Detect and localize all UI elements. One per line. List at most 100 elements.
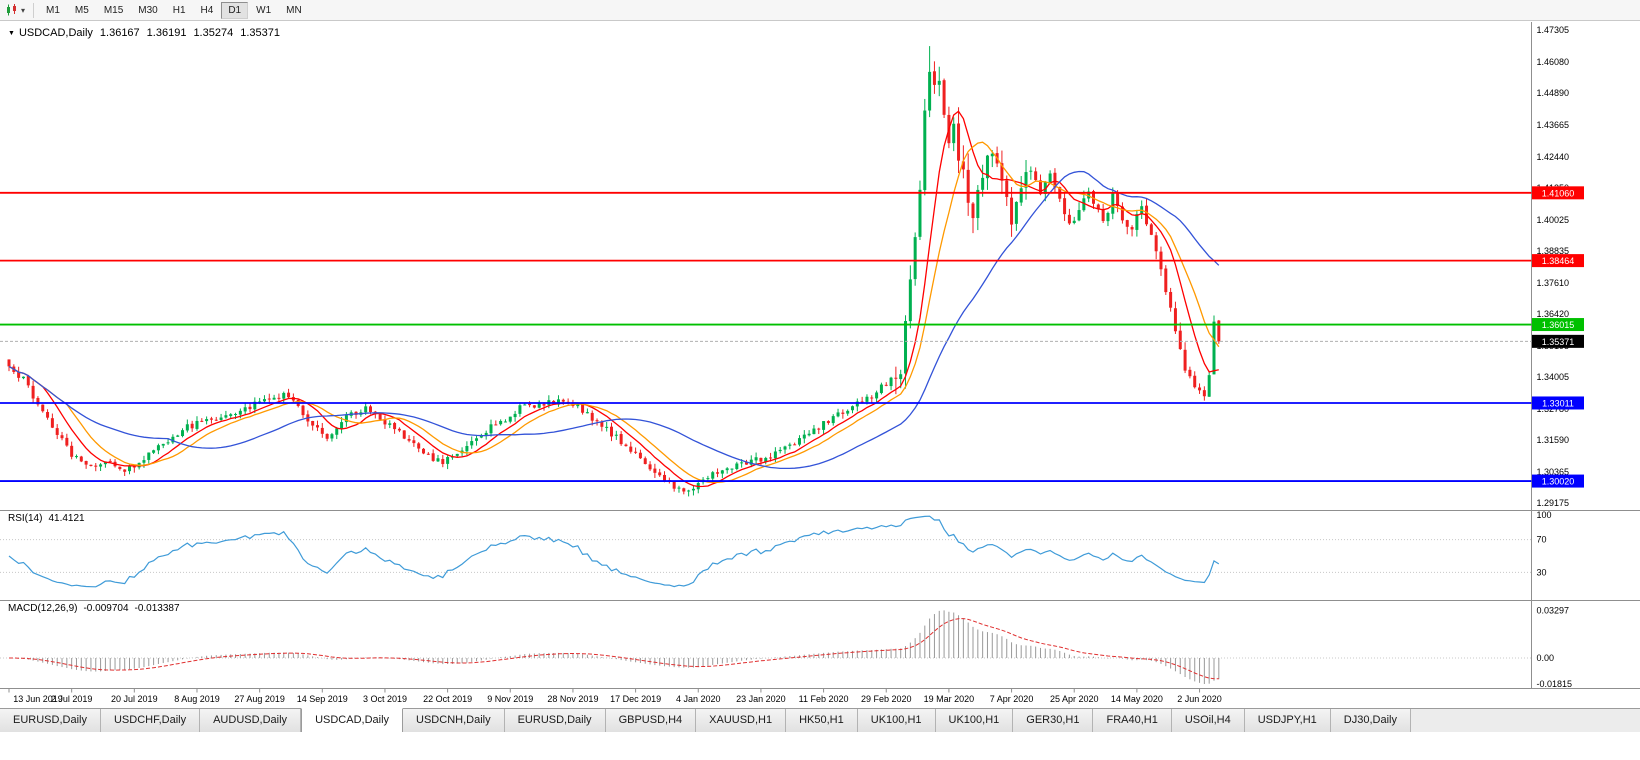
date-axis-label: 27 Aug 2019 [234,694,285,704]
price-axis-label: 1.31590 [1537,435,1570,445]
timeframe-H4[interactable]: H4 [194,2,221,19]
macd-panel: 0.03297 0.00 -0.01815 [0,605,1572,689]
date-axis-label: 17 Dec 2019 [610,694,661,704]
rsi-panel: 100 70 30 [0,510,1552,588]
date-axis-label: 14 May 2020 [1111,694,1163,704]
chart-tab-bar: EURUSD,Daily USDCHF,Daily AUDUSD,Daily USDC… [0,708,1640,732]
price-line-badge-label: 1.41060 [1542,188,1575,198]
chart-tab-FRA40-H1[interactable]: FRA40,H1 [1093,709,1172,732]
current-price-badge-label: 1.35371 [1542,337,1575,347]
date-axis-label: 2 Jul 2019 [51,694,93,704]
price-line-badge [1532,318,1584,332]
ohlc-high: 1.36191 [146,27,187,39]
timeframe-M5[interactable]: M5 [68,2,96,19]
moving-average-34 [8,170,1220,470]
rsi-axis-label: 100 [1537,510,1552,520]
chart-tab-EURUSD-Daily[interactable]: EURUSD,Daily [504,709,606,732]
chart-tab-GBPUSD-H4[interactable]: GBPUSD,H4 [605,709,697,732]
chart-tab-AUDUSD-Daily[interactable]: AUDUSD,Daily [200,709,302,732]
chart-tab-GER30-H1[interactable]: GER30,H1 [1013,709,1094,732]
candlestick-series [7,46,1221,497]
date-axis-label: 22 Oct 2019 [423,694,472,704]
toolbar-separator [33,2,35,18]
macd-axis-label: 0.00 [1537,653,1555,663]
price-line-badge-label: 1.33011 [1542,398,1574,408]
macd-label: MACD(12,26,9) -0.009704 -0.013387 [8,603,180,614]
timeframe-W1[interactable]: W1 [249,2,278,19]
timeframe-M30[interactable]: M30 [131,2,164,19]
timeframe-M15[interactable]: M15 [97,2,130,19]
date-axis-label: 28 Nov 2019 [547,694,598,704]
panel-frame [0,22,1640,689]
date-axis-label: 11 Feb 2020 [799,694,849,704]
candlestick-glyph [7,4,16,16]
rsi-line [8,515,1220,588]
price-line-badge-label: 1.30020 [1542,477,1575,487]
macd-axis-label: -0.01815 [1537,679,1573,689]
price-axis-label: 1.44890 [1537,88,1570,98]
macd-name: MACD(12,26,9) [8,603,78,614]
timeframe-MN[interactable]: MN [279,2,309,19]
date-axis-label: 8 Aug 2019 [174,694,220,704]
date-axis-label: 3 Oct 2019 [363,694,407,704]
timeframe-toolbar: ▾ M1 M5 M15 M30 H1 H4 D1 W1 MN [0,0,1640,21]
ohlc-open: 1.36167 [99,27,140,39]
chart-tab-UK100-H1[interactable]: UK100,H1 [935,709,1014,732]
chart-tab-USDCAD-Daily[interactable]: USDCAD,Daily [301,708,404,732]
price-axis-label: 1.46080 [1537,57,1570,67]
price-line-badge [1532,254,1584,268]
date-axis-label: 7 Apr 2020 [990,694,1034,704]
price-axis-label: 1.42440 [1537,152,1570,162]
ohlc-low: 1.35274 [193,27,234,39]
date-axis-label: 23 Jan 2020 [736,694,786,704]
price-axis-label: 1.36420 [1537,309,1570,319]
moving-average-8 [8,110,1219,488]
chart-tab-USDCNH-Daily[interactable]: USDCNH,Daily [403,709,505,732]
chart-tab-EURUSD-Daily[interactable]: EURUSD,Daily [0,709,101,732]
rsi-label: RSI(14) 41.4121 [8,513,85,524]
price-axis-label: 1.43665 [1537,120,1570,130]
symbol-marker-icon: ▼ [8,29,15,37]
dropdown-caret-icon[interactable]: ▾ [21,5,26,15]
chart-tab-DJ30-Daily[interactable]: DJ30,Daily [1330,709,1411,732]
symbol-name: USDCAD,Daily [18,27,93,39]
price-line-badge [1532,396,1584,410]
rsi-axis-label: 30 [1537,567,1547,577]
price-axis-label: 1.29175 [1537,498,1570,508]
chart-tab-USDCHF-Daily[interactable]: USDCHF,Daily [100,709,201,732]
chart-tab-XAUUSD-H1[interactable]: XAUUSD,H1 [696,709,787,732]
price-axis-label: 1.34005 [1537,372,1570,382]
price-line-badge-label: 1.36015 [1542,320,1575,330]
price-axis-label: 1.37610 [1537,278,1570,288]
rsi-name: RSI(14) [8,513,43,524]
rsi-axis-label: 70 [1537,535,1547,545]
macd-main-value: -0.009704 [83,603,129,614]
date-axis-label: 2 Jun 2020 [1177,694,1222,704]
date-axis-label: 19 Mar 2020 [924,694,975,704]
timeframe-M1[interactable]: M1 [39,2,67,19]
timeframe-buttons: M1 M5 M15 M30 H1 H4 D1 W1 MN [39,1,309,19]
date-axis-label: 29 Feb 2020 [861,694,912,704]
moving-average-13 [8,141,1220,484]
price-axis-label: 1.40025 [1537,215,1570,225]
chart-type-icon[interactable] [4,3,20,18]
date-axis-label: 4 Jan 2020 [676,694,721,704]
price-line-badge-label: 1.38464 [1542,256,1575,266]
chart-tab-USDJPY-H1[interactable]: USDJPY,H1 [1244,709,1331,732]
date-axis-label: 13 Jun 2019 [13,694,63,704]
price-line-badge [1532,474,1584,488]
chart-tab-USOil-H4[interactable]: USOil,H4 [1171,709,1245,732]
timeframe-D1[interactable]: D1 [221,1,249,19]
price-line-badge [1532,186,1584,200]
chart-title: ▼ USDCAD,Daily 1.36167 1.36191 1.35274 1… [8,27,280,39]
date-axis-label: 9 Nov 2019 [487,694,533,704]
chart-tab-UK100-H1[interactable]: UK100,H1 [857,709,936,732]
timeframe-H1[interactable]: H1 [166,2,193,19]
macd-signal-value: -0.013387 [134,603,180,614]
chart-tab-HK50-H1[interactable]: HK50,H1 [786,709,858,732]
price-axis-label: 1.38835 [1537,246,1570,256]
ohlc-close: 1.35371 [240,27,280,39]
